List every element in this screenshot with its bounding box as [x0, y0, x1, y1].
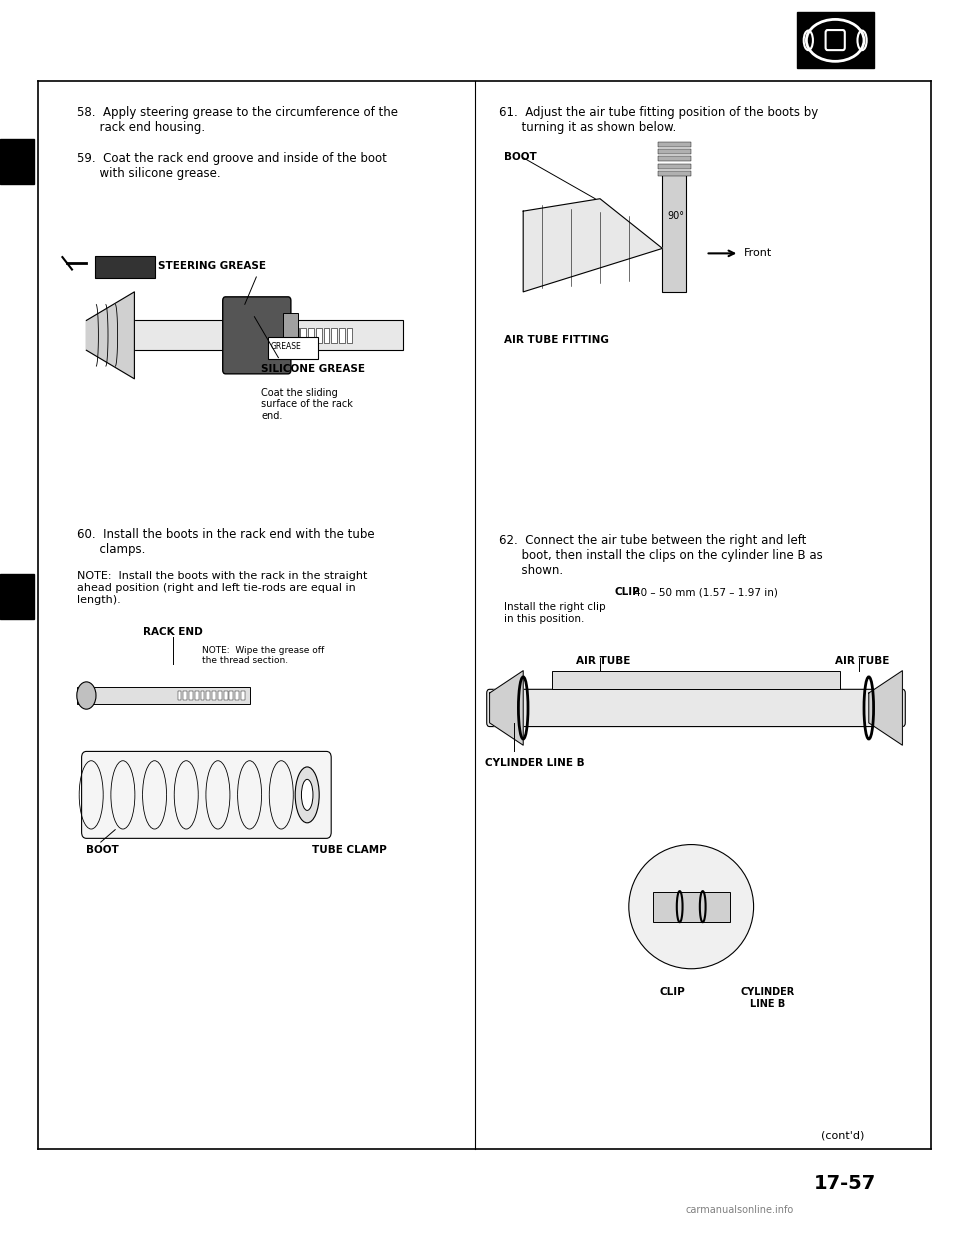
Text: AIR TUBE: AIR TUBE [835, 656, 890, 666]
Text: Coat the sliding
surface of the rack
end.: Coat the sliding surface of the rack end… [261, 388, 353, 421]
FancyBboxPatch shape [218, 691, 222, 700]
Text: 90°: 90° [667, 211, 684, 221]
Text: 58.  Apply steering grease to the circumference of the
      rack end housing.: 58. Apply steering grease to the circumf… [77, 106, 397, 134]
Text: CLIP: CLIP [614, 587, 640, 597]
Polygon shape [490, 671, 523, 745]
FancyBboxPatch shape [283, 313, 298, 358]
Polygon shape [0, 574, 34, 619]
Polygon shape [523, 199, 662, 292]
Text: NOTE:  Install the boots with the rack in the straight
ahead position (right and: NOTE: Install the boots with the rack in… [77, 571, 367, 605]
FancyBboxPatch shape [206, 691, 210, 700]
FancyBboxPatch shape [224, 691, 228, 700]
FancyBboxPatch shape [316, 328, 322, 343]
FancyBboxPatch shape [300, 328, 306, 343]
FancyBboxPatch shape [201, 691, 204, 700]
FancyBboxPatch shape [658, 171, 691, 176]
FancyBboxPatch shape [223, 297, 291, 374]
Polygon shape [86, 292, 134, 379]
FancyBboxPatch shape [658, 164, 691, 169]
Polygon shape [0, 139, 34, 184]
Text: RACK END: RACK END [143, 627, 203, 637]
FancyBboxPatch shape [183, 691, 187, 700]
Text: BOOT: BOOT [504, 152, 537, 161]
Text: TUBE CLAMP: TUBE CLAMP [312, 845, 387, 854]
FancyBboxPatch shape [658, 142, 691, 147]
Ellipse shape [77, 682, 96, 709]
FancyBboxPatch shape [229, 691, 233, 700]
FancyBboxPatch shape [195, 691, 199, 700]
Ellipse shape [301, 780, 313, 810]
FancyBboxPatch shape [212, 691, 216, 700]
Text: GREASE: GREASE [271, 342, 301, 350]
FancyBboxPatch shape [82, 751, 331, 838]
FancyBboxPatch shape [658, 156, 691, 161]
Ellipse shape [296, 766, 319, 822]
Text: STEERING GREASE: STEERING GREASE [158, 261, 266, 271]
FancyBboxPatch shape [339, 328, 345, 343]
Polygon shape [869, 671, 902, 745]
Text: NOTE:  Wipe the grease off
the thread section.: NOTE: Wipe the grease off the thread sec… [202, 646, 324, 666]
Text: 62.  Connect the air tube between the right and left
      boot, then install th: 62. Connect the air tube between the rig… [499, 534, 823, 578]
FancyBboxPatch shape [653, 892, 730, 922]
Text: CYLINDER LINE B: CYLINDER LINE B [485, 758, 585, 768]
Text: 17-57: 17-57 [814, 1174, 876, 1192]
FancyBboxPatch shape [658, 149, 691, 154]
Text: Front: Front [744, 248, 772, 258]
FancyBboxPatch shape [189, 691, 193, 700]
FancyBboxPatch shape [487, 689, 905, 727]
Text: 59.  Coat the rack end groove and inside of the boot
      with silicone grease.: 59. Coat the rack end groove and inside … [77, 152, 387, 180]
Text: CYLINDER
LINE B: CYLINDER LINE B [741, 987, 795, 1009]
FancyBboxPatch shape [235, 691, 239, 700]
Text: Install the right clip
in this position.: Install the right clip in this position. [504, 602, 606, 623]
Text: carmanualsonline.info: carmanualsonline.info [685, 1205, 793, 1215]
FancyBboxPatch shape [178, 691, 181, 700]
Text: SILICONE GREASE: SILICONE GREASE [261, 364, 365, 374]
Text: 61.  Adjust the air tube fitting position of the boots by
      turning it as sh: 61. Adjust the air tube fitting position… [499, 106, 819, 134]
FancyBboxPatch shape [95, 256, 155, 278]
FancyBboxPatch shape [308, 328, 314, 343]
FancyBboxPatch shape [241, 691, 245, 700]
Text: CLIP: CLIP [660, 987, 684, 997]
Text: AIR TUBE FITTING: AIR TUBE FITTING [504, 335, 610, 345]
FancyBboxPatch shape [324, 328, 329, 343]
Text: 60.  Install the boots in the rack end with the tube
      clamps.: 60. Install the boots in the rack end wi… [77, 528, 374, 556]
FancyBboxPatch shape [268, 337, 318, 359]
FancyBboxPatch shape [77, 687, 250, 704]
Text: 40 – 50 mm (1.57 – 1.97 in): 40 – 50 mm (1.57 – 1.97 in) [634, 587, 778, 597]
Ellipse shape [629, 845, 754, 969]
FancyBboxPatch shape [293, 328, 299, 343]
FancyBboxPatch shape [86, 320, 403, 350]
FancyBboxPatch shape [552, 671, 840, 689]
Text: BOOT: BOOT [86, 845, 119, 854]
Text: (cont'd): (cont'd) [821, 1130, 864, 1140]
FancyBboxPatch shape [347, 328, 352, 343]
Text: AIR TUBE: AIR TUBE [576, 656, 631, 666]
FancyBboxPatch shape [331, 328, 337, 343]
FancyBboxPatch shape [662, 174, 686, 292]
FancyBboxPatch shape [797, 12, 874, 68]
